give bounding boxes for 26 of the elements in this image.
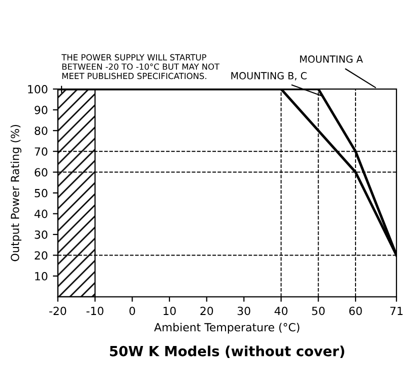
x-axis-title: Ambient Temperature (°C) — [154, 322, 300, 334]
x-tick-label: 71 — [390, 306, 403, 315]
text: MOUNTING A — [300, 55, 363, 63]
x-tick-label: 30 — [238, 306, 250, 316]
text: 50W K Models (without cover) — [110, 346, 344, 358]
y-tick-label: 10 — [35, 272, 48, 280]
x-tick-label: -20 — [49, 306, 66, 316]
y-tick-label: 40 — [34, 210, 48, 218]
y-tick-label: 70 — [34, 147, 48, 156]
y-tick-label: 60 — [34, 168, 48, 177]
y-tick-label: 50 — [34, 188, 48, 198]
y-tick-label: 90 — [34, 106, 48, 114]
series-label: MOUNTING B, C — [231, 72, 307, 80]
band-label: THE POWER SUPPLY WILL STARTUP BETWEEN -20 TO -10°C BUT MAY NOT MEET PUBLISHED SPECIFICATIONS. — [62, 54, 220, 80]
x-tick-label: 20 — [200, 306, 214, 316]
y-tick-label: 30 — [34, 230, 48, 239]
y-tick-label: 100 — [28, 85, 48, 94]
x-tick-label: -10 — [86, 306, 104, 316]
x-tick-label: 50 — [312, 306, 325, 316]
x-tick-label: 60 — [349, 306, 362, 316]
x-tick-label: 10 — [164, 306, 176, 316]
y-tick-label: 20 — [34, 251, 48, 260]
y-tick-label: 80 — [34, 126, 48, 135]
x-tick-label: 0 — [129, 306, 136, 316]
x-tick-label: 40 — [274, 306, 288, 316]
y-axis-title: Output Power Rating (%) — [10, 124, 22, 262]
